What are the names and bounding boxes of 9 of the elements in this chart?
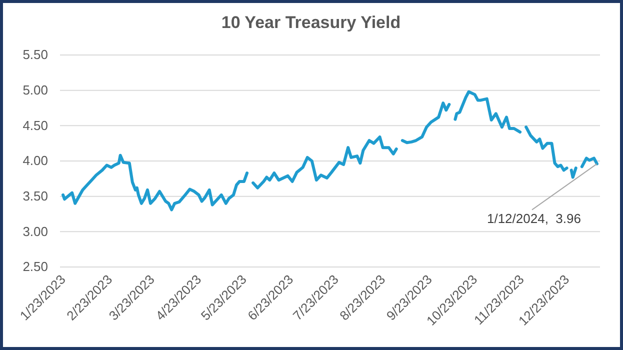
y-tick-label: 3.00: [22, 224, 48, 239]
y-tick-label: 3.50: [22, 188, 48, 204]
y-tick-label: 5.00: [22, 82, 48, 98]
y-tick-label: 2.50: [22, 259, 48, 274]
annotation: 1/12/2024, 3.96: [486, 210, 581, 226]
y-tick-label: 4.00: [22, 153, 48, 168]
y-tick-label: 5.50: [22, 47, 48, 62]
y-tick-label: 4.50: [22, 118, 48, 133]
chart-title: 10 Year Treasury Yield: [221, 13, 401, 32]
